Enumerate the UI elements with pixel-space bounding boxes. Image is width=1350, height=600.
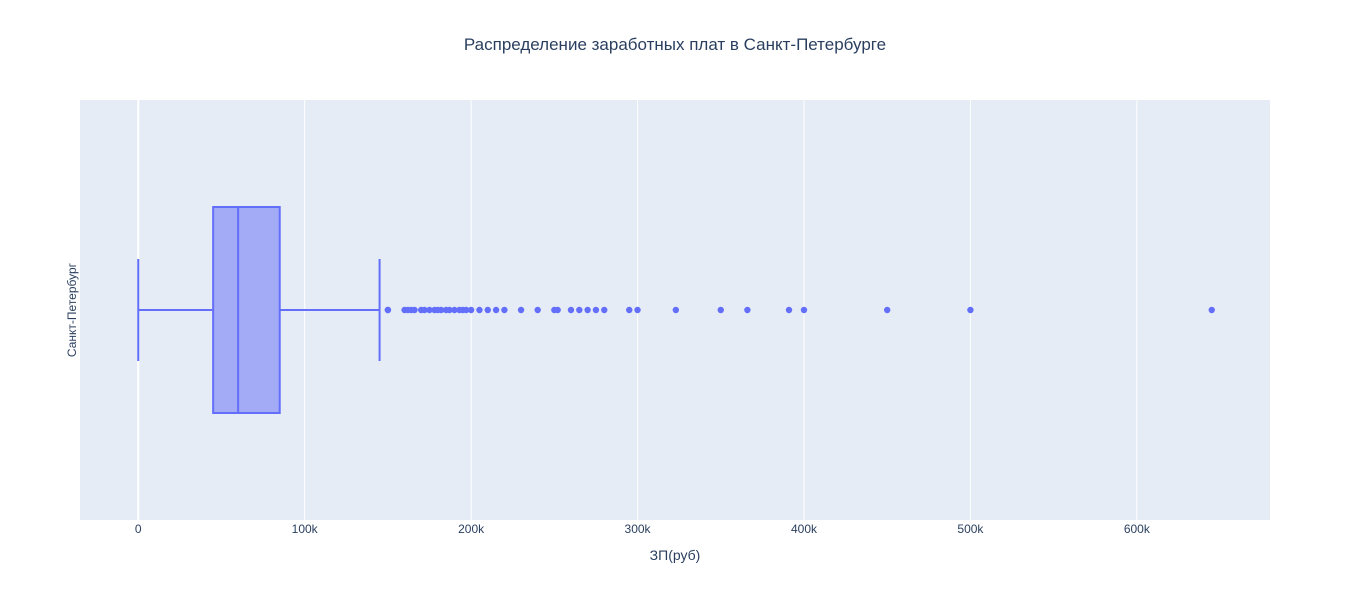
outlier-points: [384, 306, 1215, 314]
outlier-point: [584, 306, 591, 314]
outlier-point: [576, 306, 583, 314]
outlier-point: [800, 306, 808, 314]
outlier-point: [626, 306, 633, 314]
y-category-label: Санкт-Петербург: [65, 262, 79, 357]
outlier-point: [446, 306, 453, 314]
outlier-point: [1208, 306, 1215, 314]
x-tick-label: 600k: [1124, 522, 1151, 536]
x-tick-label: 0: [135, 522, 142, 536]
outlier-point: [462, 306, 470, 314]
interquartile-box: [212, 206, 281, 414]
outlier-point: [411, 306, 418, 314]
x-axis-title: ЗП(руб): [650, 547, 701, 563]
x-tick-label: 300k: [625, 522, 652, 536]
outlier-point: [967, 306, 974, 314]
x-axis-ticks: 0 100k 200k 300k 400k 500k 600k: [135, 522, 1151, 536]
outlier-point: [884, 306, 891, 314]
outlier-point: [421, 306, 428, 314]
x-tick-label: 500k: [957, 522, 984, 536]
x-tick-label: 400k: [791, 522, 818, 536]
outlier-point: [451, 306, 458, 314]
outlier-point: [554, 306, 561, 314]
outlier-point: [634, 306, 641, 314]
outlier-point: [384, 306, 392, 314]
outlier-point: [492, 306, 500, 314]
outlier-point: [517, 306, 525, 314]
outlier-point: [426, 306, 433, 314]
outlier-point: [467, 306, 475, 314]
box-trace: [137, 206, 381, 414]
outlier-point: [601, 306, 608, 314]
outlier-point: [785, 306, 793, 314]
outlier-point: [534, 306, 541, 314]
outlier-point: [501, 306, 508, 314]
x-tick-label: 100k: [292, 522, 319, 536]
outlier-point: [717, 306, 724, 314]
chart-title: Распределение заработных плат в Санкт-Пе…: [464, 35, 886, 54]
outlier-point: [484, 306, 491, 314]
outlier-point: [476, 306, 483, 314]
x-tick-label: 200k: [458, 522, 485, 536]
outlier-point: [567, 306, 575, 314]
outlier-point: [437, 306, 445, 314]
outlier-point: [672, 306, 680, 314]
outlier-point: [592, 306, 600, 314]
outlier-point: [744, 306, 751, 314]
